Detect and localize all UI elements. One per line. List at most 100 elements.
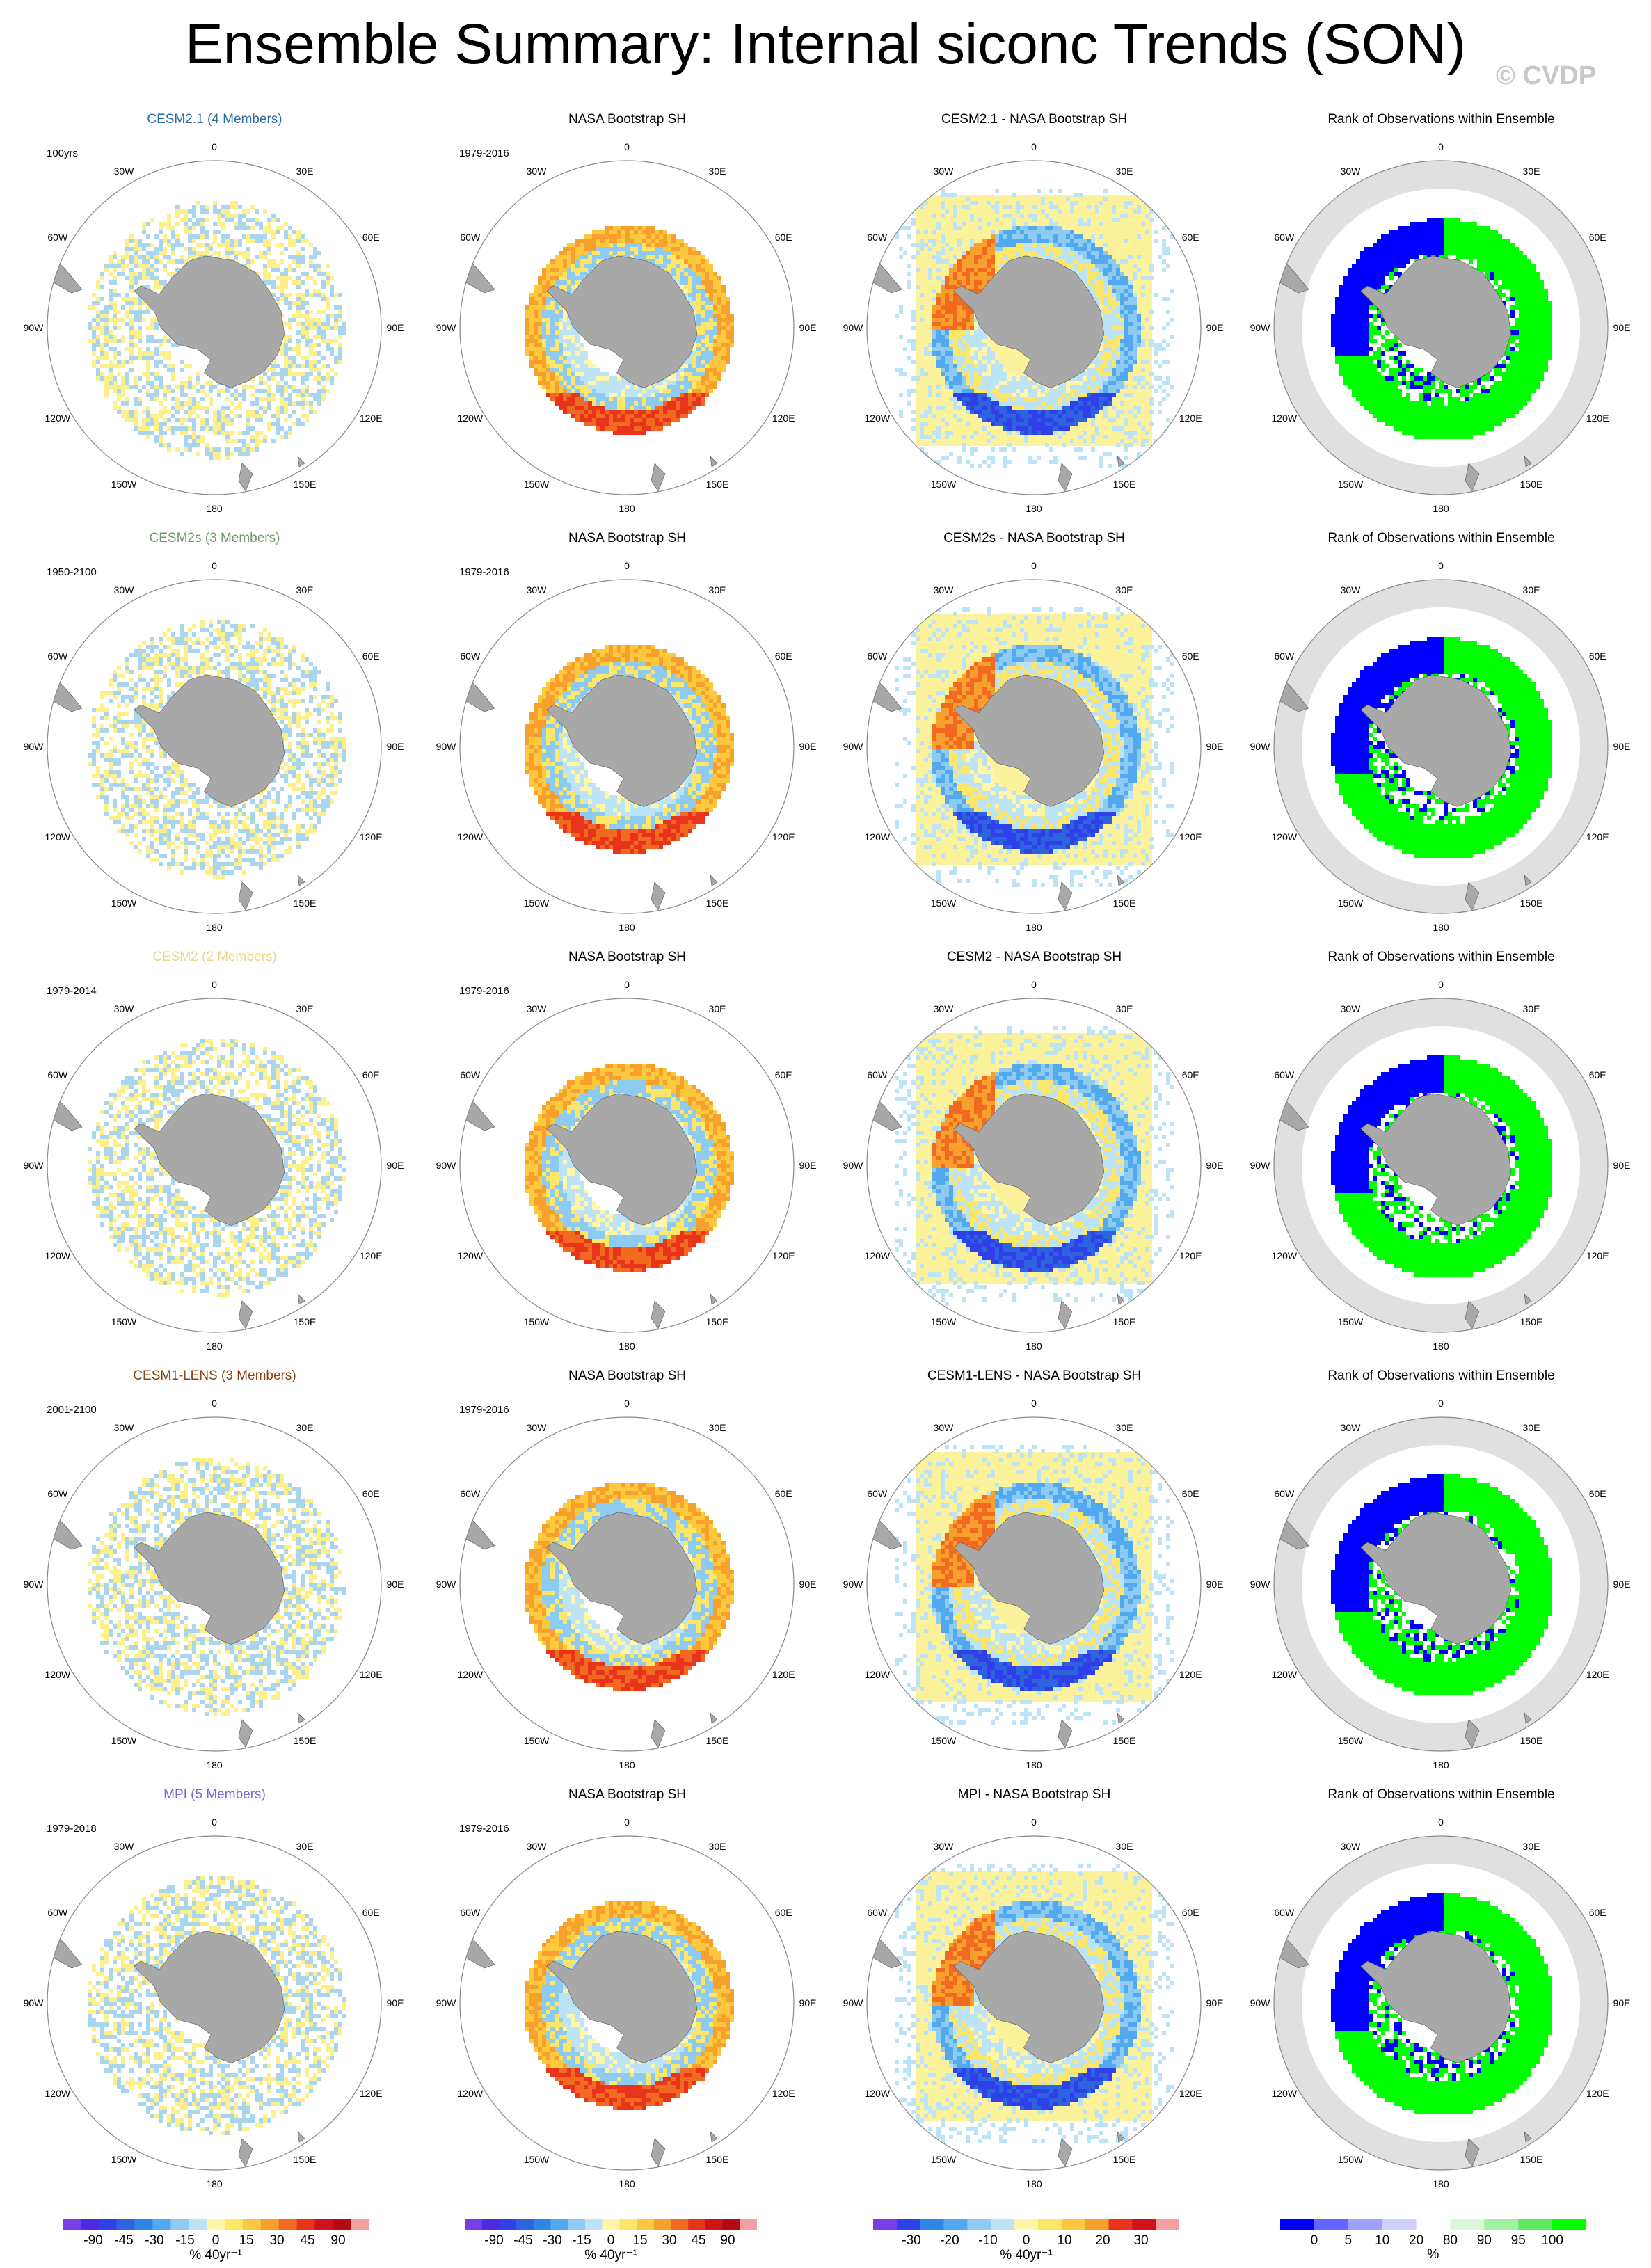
lon-label: 150E <box>706 479 729 490</box>
lon-label: 180 <box>619 1341 635 1352</box>
lon-label: 120W <box>45 2088 71 2099</box>
lon-label: 0 <box>1438 141 1444 152</box>
lon-label: 90W <box>1250 322 1271 333</box>
colorbar-swatch <box>722 2219 740 2230</box>
lon-label: 0 <box>212 560 217 571</box>
lon-label: 180 <box>1433 1341 1449 1352</box>
period-label: 1979-2016 <box>459 147 509 159</box>
colorbar-swatches: -90 -45 -30 -15 0 15 30 45 90 <box>465 2219 757 2247</box>
colorbar-tick-label: 45 <box>691 2233 705 2247</box>
colorbar-swatch <box>1061 2219 1086 2230</box>
panel-title: Rank of Observations within Ensemble <box>1235 530 1648 547</box>
lon-label: 120W <box>458 1669 484 1680</box>
lon-label: 120W <box>1272 831 1298 842</box>
colorbar-tick-label: 100 <box>1541 2233 1563 2247</box>
lon-label: 60W <box>867 1488 888 1499</box>
lon-label: 60E <box>1589 1488 1606 1499</box>
colorbar-swatch <box>351 2219 369 2230</box>
colorbar-swatch <box>873 2219 898 2230</box>
colorbar-tick-label: 30 <box>1133 2233 1148 2247</box>
colorbar-3: -30 -20 -10 0 10 20 30% 40yr⁻¹ <box>873 2219 1179 2262</box>
lon-label: 180 <box>206 1341 223 1352</box>
lon-label: 60E <box>362 650 380 662</box>
lon-label: 60W <box>47 1069 68 1080</box>
lon-label: 150W <box>1338 897 1364 909</box>
lon-label: 90E <box>1613 322 1631 333</box>
lon-label: 60W <box>47 1488 68 1499</box>
lon-label: 60W <box>460 1069 481 1080</box>
lon-label: 120W <box>865 2088 891 2099</box>
lon-label: 120W <box>865 831 891 842</box>
lon-label: 120E <box>1179 413 1202 424</box>
lon-label: 180 <box>206 1759 223 1771</box>
lon-label: 150E <box>294 1316 317 1327</box>
lon-label: 0 <box>1031 141 1037 152</box>
lon-label: 120E <box>772 2088 795 2099</box>
colorbar-unit: % 40yr⁻¹ <box>465 2247 757 2263</box>
colorbar-tick-label: -30 <box>902 2233 920 2247</box>
polar-map: 0 30E 60E 90E 120E 150E 180 150W 120W 90W 60W 30W <box>24 1398 404 1771</box>
colorbar-4: 0 5 10 20 80 90 95 100% <box>1280 2219 1586 2262</box>
period-label: 1979-2016 <box>459 985 509 997</box>
colorbar-tick-label: -15 <box>572 2233 591 2247</box>
lon-label: 150E <box>706 1735 729 1746</box>
colorbar-swatch <box>242 2219 262 2230</box>
lon-label: 90W <box>24 1579 45 1590</box>
lon-label: 0 <box>624 979 630 990</box>
colorbar-swatch <box>1348 2219 1383 2230</box>
lon-label: 60E <box>775 232 792 243</box>
colorbar-unit: % 40yr⁻¹ <box>63 2247 369 2263</box>
colorbar-tick-label: -20 <box>940 2233 959 2247</box>
lon-label: 120E <box>772 831 795 842</box>
period-label: 1979-2016 <box>459 1404 509 1416</box>
lon-label: 150E <box>294 479 317 490</box>
polar-map: 0 30E 60E 90E 120E 150E 180 150W 120W 90W 60W 30W <box>24 560 404 933</box>
panel-title: CESM1-LENS (3 Members) <box>8 1368 421 1384</box>
lon-label: 30W <box>934 1003 955 1014</box>
lon-label: 120W <box>1272 1669 1298 1680</box>
lon-label: 30E <box>1523 584 1540 596</box>
lon-label: 150E <box>1113 479 1136 490</box>
lon-label: 120E <box>1586 2088 1609 2099</box>
lon-label: 0 <box>1031 1398 1037 1409</box>
lon-label: 0 <box>1031 979 1037 990</box>
lon-label: 150W <box>524 2154 550 2165</box>
lon-label: 150W <box>524 479 550 490</box>
colorbar-swatch <box>688 2219 706 2230</box>
colorbar-swatch <box>568 2219 586 2230</box>
lon-label: 180 <box>1026 503 1042 514</box>
lon-label: 30E <box>296 166 314 177</box>
lon-label: 90E <box>387 1160 404 1171</box>
lon-label: 180 <box>206 2178 223 2189</box>
lon-label: 30W <box>114 166 135 177</box>
lon-label: 0 <box>624 1398 630 1409</box>
lon-label: 120W <box>1272 413 1298 424</box>
panel-title: MPI (5 Members) <box>8 1787 421 1803</box>
lon-label: 30E <box>296 1003 314 1014</box>
lon-label: 150E <box>294 897 317 909</box>
lon-label: 150W <box>111 2154 137 2165</box>
lon-label: 30W <box>934 1422 955 1433</box>
panel-title: NASA Bootstrap SH <box>421 111 834 128</box>
colorbar-swatch <box>637 2219 655 2230</box>
lon-label: 150W <box>931 1735 957 1746</box>
lon-label: 60W <box>867 232 888 243</box>
colorbar-swatch <box>740 2219 757 2230</box>
map-panel-model-row-3: CESM2 (2 Members) 1979-2014 0 30E 60E 90E 120E… <box>8 949 421 1366</box>
lon-label: 150E <box>294 2154 317 2165</box>
lon-label: 30W <box>1341 584 1362 596</box>
map-panel-diff-row-1: CESM2.1 - NASA Bootstrap SH 0 30E 60E 90E 120… <box>828 111 1241 529</box>
polar-map: 0 30E 60E 90E 120E 150E 180 150W 120W 90W 60W 30W <box>24 979 404 1352</box>
lon-label: 60W <box>867 1907 888 1918</box>
map-panel-rank-row-2: Rank of Observations within Ensemble 0 30E… <box>1235 530 1648 948</box>
lon-label: 90W <box>24 1160 45 1171</box>
lon-label: 150E <box>1520 2154 1543 2165</box>
lon-label: 60W <box>460 1907 481 1918</box>
colorbar-swatch <box>1450 2219 1485 2230</box>
lon-label: 60W <box>460 1488 481 1499</box>
lon-label: 0 <box>1438 979 1444 990</box>
colorbar-swatch <box>516 2219 534 2230</box>
lon-label: 60W <box>460 232 481 243</box>
lon-label: 90E <box>1613 1997 1631 2009</box>
lon-label: 60E <box>1182 1488 1199 1499</box>
